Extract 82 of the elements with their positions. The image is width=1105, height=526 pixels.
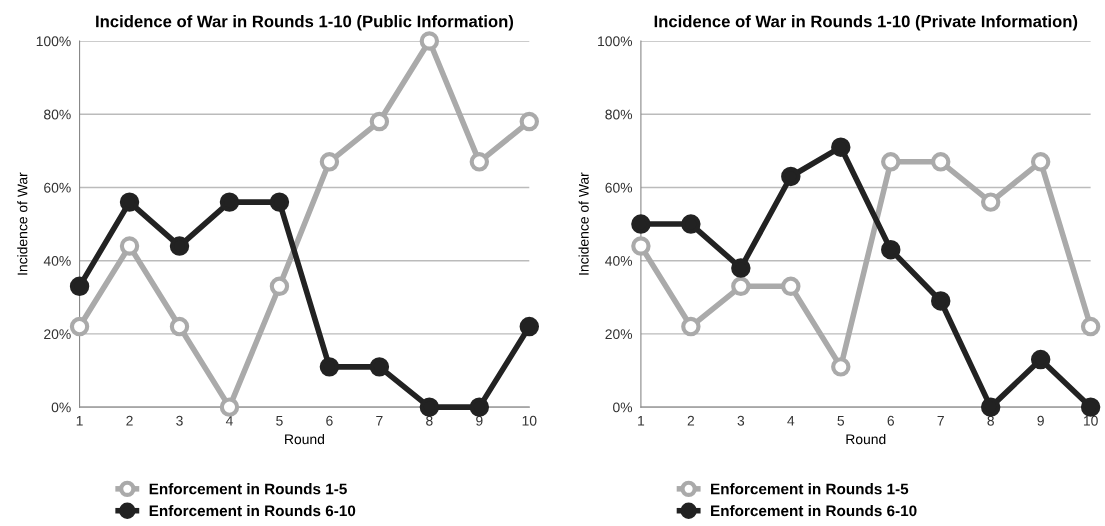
point bbox=[469, 397, 490, 417]
chart-title: Incidence of War in Rounds 1-10 (Private Information) bbox=[654, 15, 1078, 31]
x-tick-label: 10 bbox=[1083, 415, 1098, 426]
y-tick-label: 80% bbox=[44, 109, 71, 120]
x-tick-label: 3 bbox=[737, 415, 745, 426]
x-tick-label: 2 bbox=[126, 415, 133, 426]
point bbox=[119, 192, 140, 212]
y-axis-title: Incidence of War bbox=[578, 172, 589, 275]
legend-label: Enforcement in Rounds 1-5 bbox=[711, 483, 909, 495]
x-tick-label: 6 bbox=[887, 415, 894, 426]
point bbox=[219, 397, 240, 417]
point bbox=[1030, 349, 1051, 370]
x-tick-label: 2 bbox=[687, 415, 695, 426]
x-tick-label: 10 bbox=[522, 415, 537, 426]
point bbox=[881, 152, 901, 172]
x-tick-label: 7 bbox=[376, 415, 383, 426]
point bbox=[419, 31, 440, 51]
y-tick-label: 20% bbox=[605, 329, 633, 340]
point bbox=[631, 236, 651, 256]
x-tick-label: 9 bbox=[476, 415, 483, 426]
point bbox=[69, 276, 90, 297]
y-axis-title: Incidence of War bbox=[17, 172, 28, 275]
x-tick-label: 4 bbox=[225, 415, 233, 426]
point bbox=[681, 316, 701, 337]
point bbox=[369, 111, 390, 132]
x-tick-label: 3 bbox=[176, 415, 183, 426]
y-tick-label: 0% bbox=[51, 402, 71, 413]
point bbox=[119, 236, 140, 256]
point bbox=[1080, 316, 1101, 337]
y-tick-label: 80% bbox=[605, 109, 633, 120]
y-tick-label: 60% bbox=[44, 182, 71, 193]
point bbox=[731, 258, 751, 278]
legend-label: Enforcement in Rounds 6-10 bbox=[711, 504, 917, 517]
y-tick-label: 60% bbox=[605, 182, 633, 193]
x-tick-label: 1 bbox=[76, 415, 83, 426]
x-tick-label: 9 bbox=[1037, 415, 1044, 426]
point bbox=[631, 214, 651, 234]
point bbox=[469, 152, 490, 172]
point bbox=[319, 152, 340, 172]
point bbox=[519, 111, 540, 132]
point bbox=[69, 316, 90, 337]
point bbox=[169, 236, 190, 256]
y-tick-label: 100% bbox=[598, 36, 633, 47]
x-tick-label: 8 bbox=[426, 415, 433, 426]
y-tick-label: 0% bbox=[613, 402, 633, 413]
x-tick-label: 5 bbox=[837, 415, 845, 426]
point bbox=[169, 316, 190, 337]
point bbox=[831, 357, 851, 377]
point bbox=[731, 276, 751, 297]
point bbox=[219, 192, 240, 212]
point bbox=[269, 276, 290, 297]
x-tick-label: 8 bbox=[987, 415, 994, 426]
point bbox=[980, 192, 1001, 212]
point bbox=[369, 357, 390, 377]
y-tick-label: 20% bbox=[44, 329, 71, 340]
point bbox=[681, 214, 701, 234]
chart-title: Incidence of War in Rounds 1-10 (Public Information) bbox=[96, 15, 514, 31]
point bbox=[519, 316, 540, 337]
x-tick-label: 4 bbox=[787, 415, 795, 426]
point bbox=[930, 152, 951, 172]
y-tick-label: 100% bbox=[36, 36, 71, 47]
legend-label: Enforcement in Rounds 6-10 bbox=[149, 504, 356, 517]
y-tick-label: 40% bbox=[605, 256, 633, 266]
point bbox=[781, 166, 801, 187]
point bbox=[1030, 152, 1051, 172]
x-tick-label: 7 bbox=[937, 415, 944, 426]
point bbox=[419, 397, 440, 417]
point bbox=[930, 291, 951, 311]
legend-label: Enforcement in Rounds 1-5 bbox=[149, 483, 347, 495]
x-tick-label: 5 bbox=[276, 415, 283, 426]
x-tick-label: 6 bbox=[326, 415, 333, 426]
point bbox=[1080, 397, 1101, 417]
point bbox=[319, 357, 340, 377]
x-axis-title: Round bbox=[846, 433, 886, 445]
point bbox=[269, 192, 290, 212]
point bbox=[781, 276, 801, 297]
point bbox=[831, 137, 851, 157]
point bbox=[980, 397, 1001, 417]
point bbox=[881, 239, 901, 260]
x-axis-title: Round bbox=[285, 433, 324, 445]
y-tick-label: 40% bbox=[43, 256, 71, 266]
x-tick-label: 1 bbox=[638, 415, 645, 426]
